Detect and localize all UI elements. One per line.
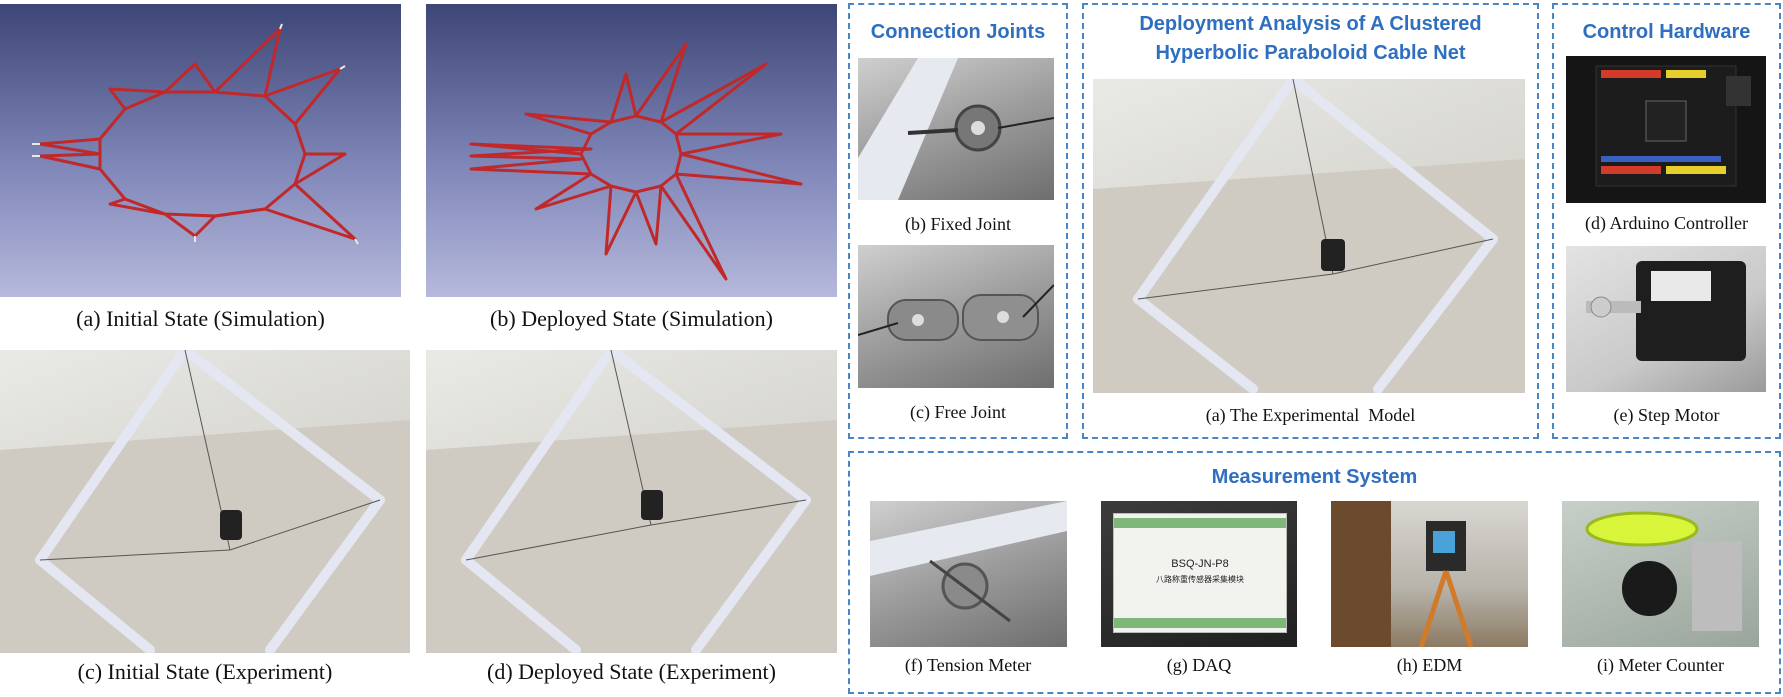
deployment-title-line2: Hyperbolic Paraboloid Cable Net bbox=[1155, 42, 1466, 64]
meter-counter-photo bbox=[1562, 501, 1759, 647]
measurement-system-title: Measurement System bbox=[1211, 466, 1418, 488]
deployed-state-simulation-image bbox=[426, 4, 837, 297]
edm-photo bbox=[1331, 501, 1528, 647]
deployment-analysis-box bbox=[1082, 3, 1539, 439]
caption-fixed-joint: (b) Fixed Joint bbox=[905, 214, 1011, 234]
fixed-joint-drawing bbox=[858, 58, 1054, 200]
initial-state-experiment-photo bbox=[0, 350, 410, 653]
frame-photo-drawing-deployed bbox=[426, 350, 837, 653]
arduino-controller-photo bbox=[1566, 56, 1766, 203]
caption-meter-counter: (i) Meter Counter bbox=[1597, 655, 1724, 675]
meter-counter-drawing bbox=[1585, 511, 1742, 631]
daq-description-label: 八路称重传感器采集模块 bbox=[1156, 575, 1244, 584]
fixed-joint-photo bbox=[858, 58, 1054, 200]
edm-drawing bbox=[1331, 501, 1474, 647]
step-motor-photo bbox=[1566, 246, 1766, 392]
connection-joints-title: Connection Joints bbox=[870, 21, 1046, 43]
caption-deployed-simulation: (b) Deployed State (Simulation) bbox=[490, 306, 773, 331]
caption-initial-simulation: (a) Initial State (Simulation) bbox=[76, 306, 325, 331]
free-joint-drawing bbox=[858, 284, 1054, 341]
control-hardware-box bbox=[1552, 3, 1781, 439]
caption-tension-meter: (f) Tension Meter bbox=[904, 655, 1032, 675]
arduino-board-drawing bbox=[1595, 65, 1751, 187]
deployment-title-line1: Deployment Analysis of A Clustered bbox=[1139, 13, 1482, 35]
connection-joints-box bbox=[848, 3, 1068, 439]
tension-meter-drawing bbox=[870, 501, 1067, 623]
frame-photo-drawing bbox=[0, 350, 410, 653]
caption-daq: (g) DAQ bbox=[1166, 655, 1232, 675]
daq-model-label: BSQ-JN-P8 bbox=[1171, 558, 1229, 570]
daq-photo: BSQ-JN-P8 八路称重传感器采集模块 bbox=[1101, 501, 1297, 647]
tension-meter-photo bbox=[870, 501, 1067, 647]
measurement-system-box bbox=[848, 451, 1781, 694]
control-hardware-title: Control Hardware bbox=[1582, 21, 1751, 43]
initial-state-simulation-image bbox=[0, 4, 401, 297]
caption-arduino-controller: (d) Arduino Controller bbox=[1585, 213, 1748, 233]
caption-step-motor: (e) Step Motor bbox=[1613, 405, 1720, 425]
experimental-model-drawing bbox=[1093, 79, 1525, 393]
deployed-state-experiment-photo bbox=[426, 350, 837, 653]
step-motor-drawing bbox=[1586, 261, 1746, 361]
free-joint-photo bbox=[858, 245, 1054, 388]
caption-initial-experiment: (c) Initial State (Experiment) bbox=[77, 659, 333, 684]
caption-edm: (h) EDM bbox=[1396, 655, 1463, 675]
caption-free-joint: (c) Free Joint bbox=[910, 402, 1006, 422]
caption-deployed-experiment: (d) Deployed State (Experiment) bbox=[487, 659, 776, 684]
caption-experimental-model: (a) The Experimental Model bbox=[1205, 405, 1416, 425]
cable-net-deployed-drawing bbox=[469, 42, 803, 281]
experimental-model-photo bbox=[1093, 79, 1525, 393]
cable-net-initial-drawing bbox=[32, 23, 359, 245]
